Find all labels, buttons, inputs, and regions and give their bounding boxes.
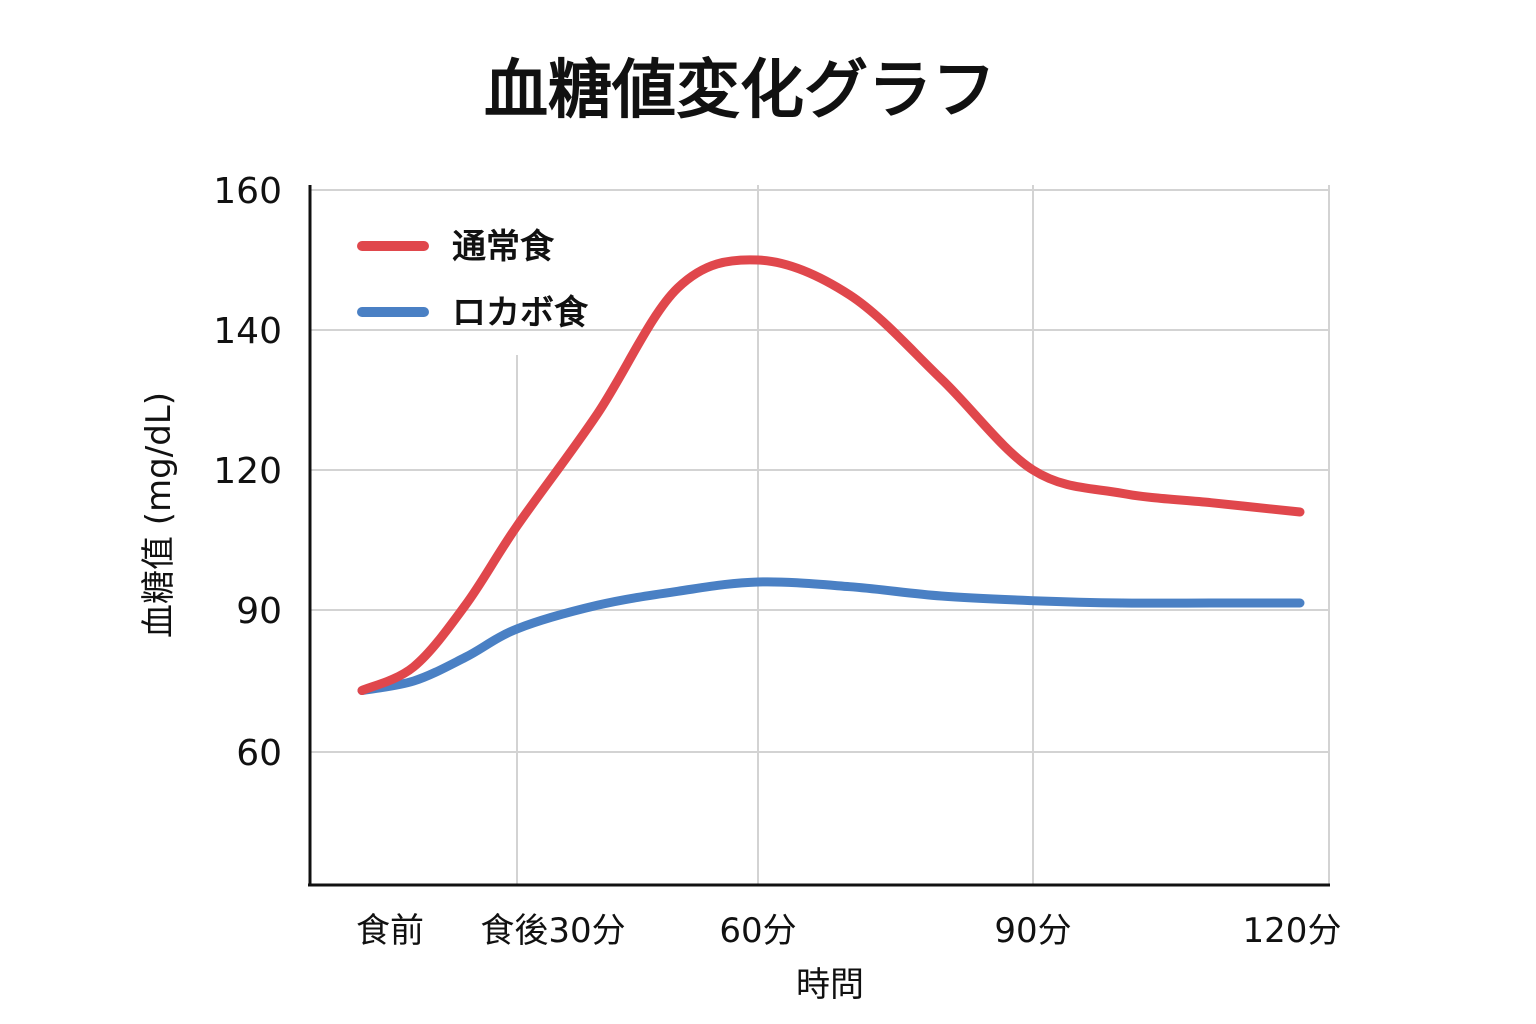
series-line-regular-diet bbox=[357, 255, 1305, 695]
series-lines bbox=[357, 255, 1305, 695]
x-tick-label: 60分 bbox=[719, 911, 796, 951]
y-tick-labels: 160 140 120 90 60 bbox=[213, 171, 282, 774]
x-axis-label: 時問 bbox=[796, 965, 864, 1005]
y-axis-label: 血糖值 (mg/dL) bbox=[139, 392, 179, 638]
series-line-low-carb-diet bbox=[357, 577, 1305, 695]
legend-label: ロカボ食 bbox=[452, 293, 589, 333]
y-tick-label: 60 bbox=[236, 733, 282, 774]
x-tick-label: 90分 bbox=[994, 911, 1071, 951]
y-tick-label: 160 bbox=[213, 171, 282, 212]
x-tick-label: 食前 bbox=[356, 911, 424, 951]
legend-label: 通常食 bbox=[452, 227, 555, 267]
y-tick-label: 140 bbox=[213, 311, 282, 352]
axes bbox=[308, 185, 1330, 887]
x-tick-label: 食後30分 bbox=[480, 911, 625, 951]
y-tick-label: 120 bbox=[213, 451, 282, 492]
grid-lines bbox=[310, 185, 1330, 885]
x-tick-label: 120分 bbox=[1243, 911, 1342, 951]
y-tick-label: 90 bbox=[236, 591, 282, 632]
x-tick-labels: 食前 食後30分 60分 90分 120分 bbox=[356, 911, 1341, 951]
chart-title: 血糖値変化グラフ bbox=[484, 54, 996, 128]
